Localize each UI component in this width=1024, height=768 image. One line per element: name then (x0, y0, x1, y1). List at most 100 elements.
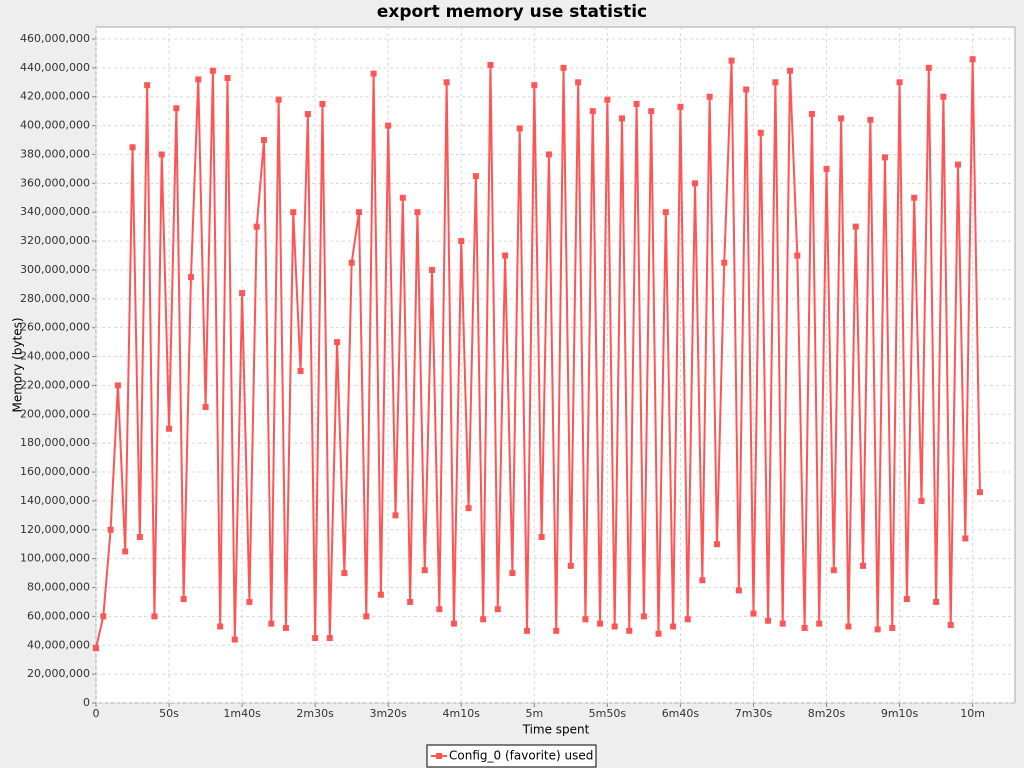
point-marker (874, 626, 881, 633)
point-marker (268, 620, 275, 627)
point-marker (480, 616, 487, 623)
point-marker (516, 125, 523, 132)
point-marker (925, 64, 932, 71)
point-marker (867, 116, 874, 123)
point-marker (129, 144, 136, 151)
y-tick-label: 340,000,000 (20, 205, 90, 218)
y-tick-label: 100,000,000 (20, 552, 90, 565)
y-tick-label: 360,000,000 (20, 176, 90, 189)
point-marker (472, 173, 479, 180)
chart-title: export memory use statistic (377, 2, 647, 22)
x-tick-label: 5m50s (589, 707, 627, 720)
y-tick-label: 400,000,000 (20, 119, 90, 132)
y-tick-label: 40,000,000 (27, 638, 90, 651)
point-marker (662, 209, 669, 216)
point-marker (765, 617, 772, 624)
point-marker (136, 533, 143, 540)
x-tick-label: 1m40s (223, 707, 261, 720)
point-marker (297, 367, 304, 374)
point-marker (377, 591, 384, 598)
point-marker (743, 86, 750, 93)
point-marker (114, 382, 121, 389)
y-tick-label: 440,000,000 (20, 61, 90, 74)
x-axis-label: Time spent (522, 723, 590, 737)
y-tick-label: 0 (83, 696, 90, 709)
point-marker (93, 645, 99, 652)
point-marker (465, 505, 472, 512)
legend-label: Config_0 (favorite) used (449, 749, 593, 763)
point-marker (166, 425, 173, 432)
point-marker (947, 622, 954, 629)
point-marker (407, 598, 414, 605)
point-marker (509, 570, 516, 577)
legend-marker (436, 753, 442, 759)
point-marker (640, 613, 647, 620)
point-marker (553, 627, 560, 634)
point-marker (955, 161, 962, 168)
point-marker (173, 105, 180, 112)
point-marker (538, 533, 545, 540)
point-marker (918, 497, 925, 504)
x-tick-label: 6m40s (662, 707, 700, 720)
x-tick-label: 9m10s (881, 707, 919, 720)
point-marker (399, 194, 406, 201)
point-marker (699, 577, 706, 584)
point-marker (414, 209, 421, 216)
point-marker (151, 613, 158, 620)
point-marker (312, 635, 319, 642)
point-marker (319, 100, 326, 107)
point-marker (633, 100, 640, 107)
series-line (95, 59, 981, 649)
point-marker (903, 596, 910, 603)
point-marker (794, 252, 801, 259)
y-tick-label: 140,000,000 (20, 494, 90, 507)
point-marker (421, 567, 428, 574)
point-marker (429, 266, 436, 273)
point-marker (348, 259, 355, 266)
point-marker (443, 79, 450, 86)
y-tick-label: 200,000,000 (20, 407, 90, 420)
point-marker (648, 108, 655, 115)
point-marker (180, 596, 187, 603)
point-marker (217, 623, 224, 630)
point-marker (363, 613, 370, 620)
point-marker (202, 404, 209, 411)
y-tick-label: 20,000,000 (27, 667, 90, 680)
point-marker (889, 624, 896, 631)
point-marker (107, 526, 114, 533)
y-tick-label: 460,000,000 (20, 32, 90, 45)
point-marker (750, 610, 757, 617)
y-tick-label: 180,000,000 (20, 436, 90, 449)
point-marker (626, 627, 633, 634)
point-marker (275, 96, 282, 103)
point-marker (618, 115, 625, 122)
point-marker (896, 79, 903, 86)
point-marker (392, 512, 399, 519)
y-tick-label: 420,000,000 (20, 90, 90, 103)
y-tick-label: 280,000,000 (20, 292, 90, 305)
y-tick-label: 60,000,000 (27, 609, 90, 622)
point-marker (545, 151, 552, 158)
x-tick-label: 8m20s (808, 707, 846, 720)
point-marker (670, 623, 677, 630)
point-marker (100, 613, 107, 620)
point-marker (881, 154, 888, 161)
point-marker (304, 111, 311, 118)
point-marker (253, 223, 260, 230)
point-marker (261, 137, 268, 144)
point-marker (838, 115, 845, 122)
point-marker (158, 151, 165, 158)
point-marker (604, 96, 611, 103)
point-marker (772, 79, 779, 86)
y-tick-label: 160,000,000 (20, 465, 90, 478)
x-tick-label: 3m20s (369, 707, 407, 720)
point-marker (786, 67, 793, 74)
point-marker (860, 562, 867, 569)
point-marker (239, 290, 246, 297)
y-tick-label: 120,000,000 (20, 523, 90, 536)
point-marker (823, 165, 830, 172)
y-tick-label: 320,000,000 (20, 234, 90, 247)
x-tick-label: 10m (960, 707, 985, 720)
point-marker (976, 489, 983, 496)
point-marker (611, 623, 618, 630)
